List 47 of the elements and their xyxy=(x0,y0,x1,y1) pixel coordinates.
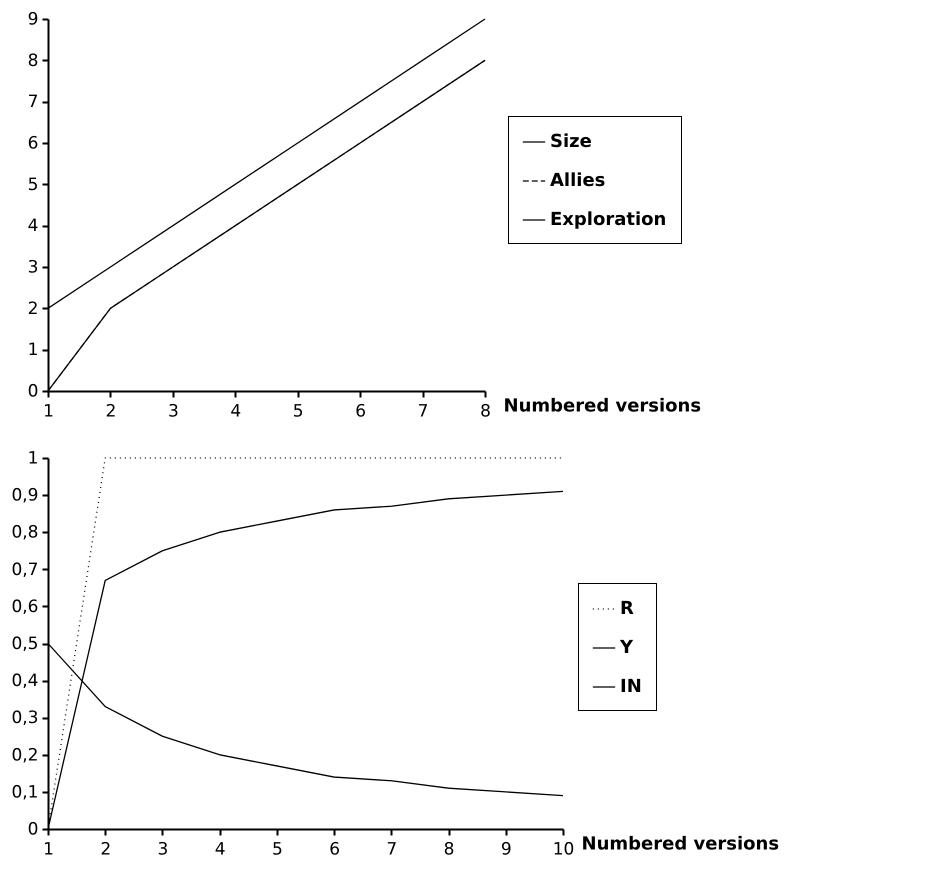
legend-label: IN xyxy=(620,676,642,697)
y-tick-label: 4 xyxy=(28,216,38,236)
y-tick-label: 8 xyxy=(28,50,38,71)
x-tick-label: 6 xyxy=(329,840,340,860)
y-tick-label: 9 xyxy=(28,10,38,30)
x-tick-label: 7 xyxy=(418,402,428,422)
x-axis-title: Numbered versions xyxy=(504,396,702,416)
x-tick-label: 5 xyxy=(272,840,283,860)
y-tick-label: 1 xyxy=(28,340,38,360)
y-tick-label: 0,7 xyxy=(11,560,38,580)
y-tick-label: 6 xyxy=(28,134,38,154)
x-tick-label: 7 xyxy=(386,840,398,860)
x-tick-label: 4 xyxy=(230,402,242,422)
y-tick-label: 0,1 xyxy=(11,782,38,802)
legend-label: Size xyxy=(550,131,592,152)
y-tick-label: 0,3 xyxy=(11,708,38,728)
x-tick-label: 9 xyxy=(500,840,512,860)
x-tick-label: 2 xyxy=(100,840,112,860)
x-tick-label: 4 xyxy=(214,840,226,860)
x-tick-label: 5 xyxy=(292,402,304,422)
y-tick-label: 0,8 xyxy=(11,522,38,543)
y-tick-label: 0,2 xyxy=(11,745,38,766)
x-tick-label: 2 xyxy=(106,402,116,422)
legend-label: R xyxy=(620,598,634,619)
x-axis-title: Numbered versions xyxy=(582,834,780,854)
legend-label: Allies xyxy=(550,170,606,191)
x-tick-label: 3 xyxy=(158,840,168,860)
x-tick-label: 8 xyxy=(480,402,491,422)
x-tick-label: 10 xyxy=(552,840,574,860)
y-tick-label: 1 xyxy=(28,448,38,468)
x-tick-label: 3 xyxy=(168,402,179,422)
y-tick-label: 3 xyxy=(28,258,38,278)
y-tick-label: 5 xyxy=(28,174,38,195)
x-tick-label: 1 xyxy=(43,840,54,860)
y-tick-label: 7 xyxy=(28,92,38,112)
legend-label: Exploration xyxy=(550,209,666,230)
x-tick-label: 6 xyxy=(355,402,366,422)
x-tick-label: 8 xyxy=(444,840,454,860)
y-tick-label: 0 xyxy=(28,820,38,840)
y-tick-label: 0,5 xyxy=(11,634,38,654)
y-tick-label: 2 xyxy=(28,298,38,319)
y-tick-label: 0,4 xyxy=(11,671,38,692)
legend-label: Y xyxy=(619,637,634,658)
y-tick-label: 0 xyxy=(28,382,38,402)
y-tick-label: 0,6 xyxy=(11,596,38,617)
y-tick-label: 0,9 xyxy=(11,486,38,506)
x-tick-label: 1 xyxy=(43,402,54,422)
